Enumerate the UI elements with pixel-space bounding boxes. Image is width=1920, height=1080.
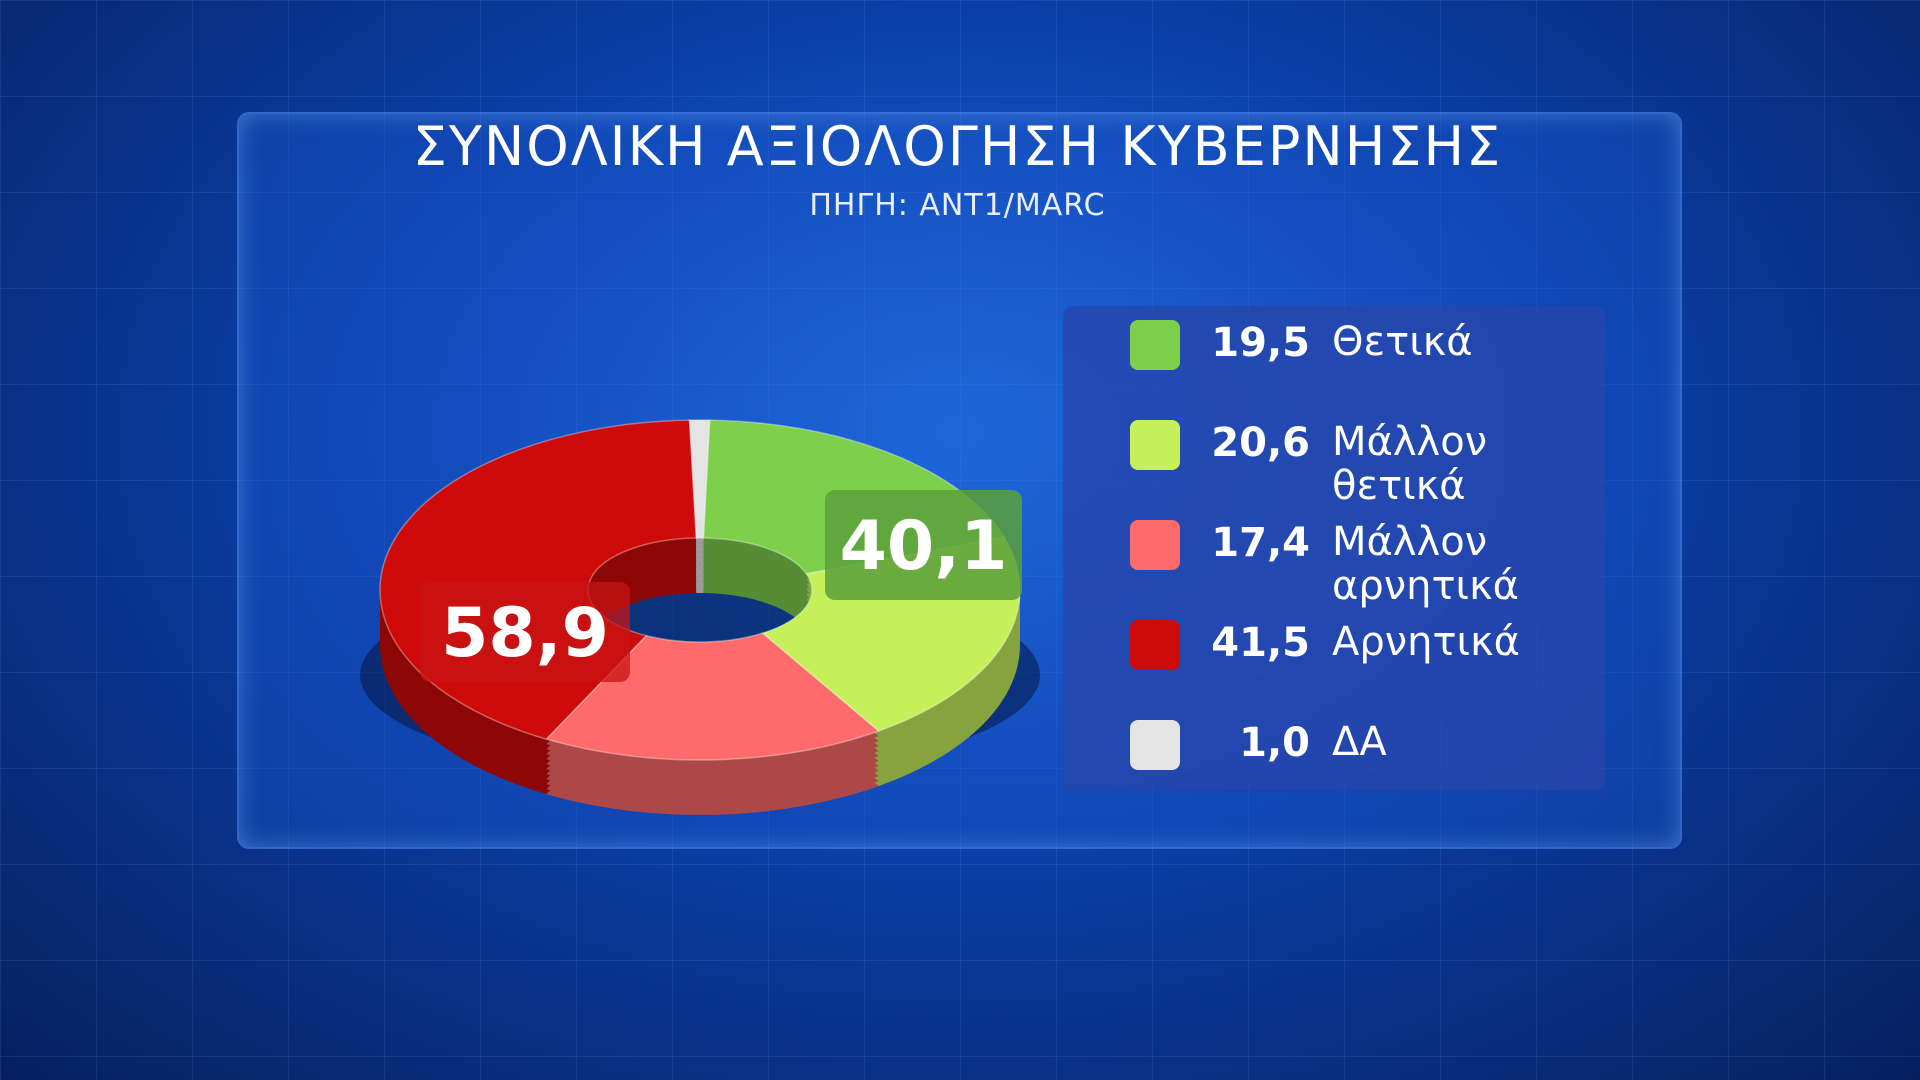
legend-value: 41,5 bbox=[1211, 620, 1310, 666]
legend-item: 20,6 Μάλλον θετικά bbox=[1063, 420, 1605, 508]
legend-label: Μάλλον θετικά bbox=[1332, 419, 1488, 509]
group-label: 58,9 bbox=[441, 594, 609, 673]
slice bbox=[688, 419, 711, 539]
legend-label: Μάλλον αρνητικά bbox=[1332, 519, 1520, 609]
legend-item: 19,5 Θετικά bbox=[1063, 320, 1605, 370]
legend-value: 19,5 bbox=[1211, 320, 1310, 366]
group-label: 40,1 bbox=[840, 507, 1008, 586]
legend: 19,5 Θετικά 20,6 Μάλλον θετικά 17,4 Μάλλον αρ… bbox=[1063, 306, 1605, 790]
legend-swatch bbox=[1130, 420, 1180, 470]
chart-title: ΣΥΝΟΛΙΚΗ ΑΞΙΟΛΟΓΗΣΗ ΚΥΒΕΡΝΗΣΗΣ bbox=[412, 115, 1503, 178]
legend-label: Αρνητικά bbox=[1332, 619, 1521, 665]
group-label-box bbox=[420, 582, 630, 682]
legend-item: 41,5 Αρνητικά bbox=[1063, 620, 1605, 670]
legend-swatch bbox=[1130, 620, 1180, 670]
legend-item: 1,0 ΔΑ bbox=[1063, 720, 1605, 770]
chart-subtitle: ΠΗΓΗ: ANT1/MARC bbox=[809, 188, 1106, 223]
legend-label: ΔΑ bbox=[1332, 719, 1387, 765]
legend-value: 17,4 bbox=[1211, 520, 1310, 566]
group-label-box bbox=[825, 490, 1022, 600]
legend-swatch bbox=[1130, 520, 1180, 570]
legend-value: 20,6 bbox=[1211, 420, 1310, 466]
legend-item: 17,4 Μάλλον αρνητικά bbox=[1063, 520, 1605, 608]
legend-value: 1,0 bbox=[1239, 720, 1310, 766]
legend-swatch bbox=[1130, 720, 1180, 770]
legend-label: Θετικά bbox=[1332, 319, 1473, 365]
legend-swatch bbox=[1130, 320, 1180, 370]
